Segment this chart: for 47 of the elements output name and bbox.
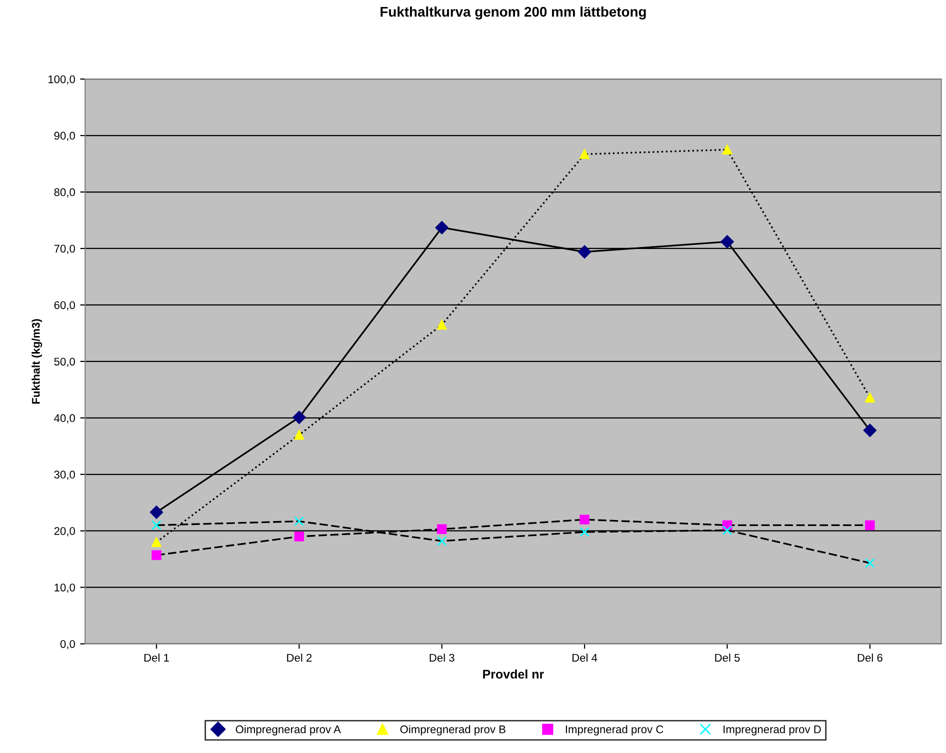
point bbox=[437, 536, 447, 546]
point bbox=[722, 144, 732, 155]
point bbox=[863, 424, 877, 437]
point bbox=[294, 532, 304, 542]
point bbox=[720, 235, 734, 248]
point bbox=[152, 537, 162, 548]
point bbox=[580, 514, 590, 524]
point bbox=[437, 524, 447, 534]
point bbox=[150, 506, 164, 519]
point bbox=[152, 520, 162, 530]
point bbox=[865, 558, 875, 568]
y-tick-label: 20,0 bbox=[54, 527, 75, 536]
legend-label: Oimpregnerad prov A bbox=[236, 725, 341, 736]
legend-label: Impregnerad prov D bbox=[724, 725, 821, 736]
y-axis-title: Fukthalt (kg/m3) bbox=[32, 319, 42, 404]
point bbox=[865, 520, 875, 530]
point bbox=[294, 516, 304, 526]
y-tick-label: 90,0 bbox=[54, 132, 75, 141]
y-tick-label: 70,0 bbox=[54, 244, 75, 254]
y-tick-label: 30,0 bbox=[54, 470, 75, 480]
y-tick-label: 0,0 bbox=[60, 640, 75, 650]
point bbox=[292, 410, 306, 424]
legend-label: Impregnerad prov C bbox=[566, 725, 664, 736]
y-tick-label: 40,0 bbox=[54, 414, 75, 424]
point bbox=[865, 392, 875, 402]
point bbox=[580, 149, 590, 160]
y-tick-label: 100,0 bbox=[48, 75, 75, 85]
point bbox=[722, 525, 732, 536]
x-tick-label: Del 3 bbox=[430, 654, 454, 662]
point bbox=[435, 221, 448, 234]
x-tick-label: Del 1 bbox=[144, 654, 169, 662]
x-tick-label: Del 5 bbox=[715, 654, 740, 662]
point bbox=[437, 320, 447, 330]
x-tick-label: Del 4 bbox=[572, 654, 598, 662]
point bbox=[578, 245, 592, 258]
point bbox=[294, 430, 304, 440]
y-tick-label: 50,0 bbox=[54, 358, 75, 367]
chart-title: Fukthaltkurva genom 200 mm lättbetong bbox=[380, 6, 646, 20]
x-axis-title: Provdel nr bbox=[483, 669, 544, 679]
y-tick-label: 10,0 bbox=[54, 584, 75, 593]
legend-label: Oimpregnerad prov B bbox=[400, 725, 506, 736]
y-tick-label: 60,0 bbox=[54, 301, 75, 310]
x-tick-label: Del 2 bbox=[287, 654, 312, 662]
x-tick-label: Del 6 bbox=[858, 654, 882, 662]
point bbox=[152, 550, 162, 560]
point bbox=[580, 527, 590, 537]
y-tick-label: 80,0 bbox=[54, 188, 75, 198]
